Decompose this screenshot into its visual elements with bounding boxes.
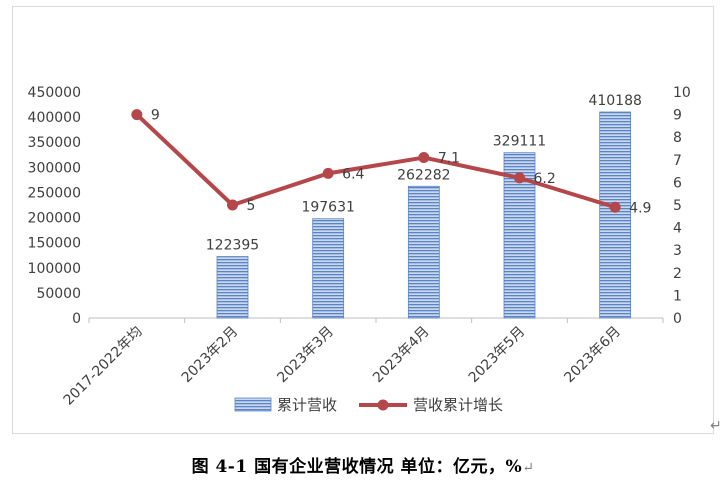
growth-point	[131, 109, 143, 121]
y-left-tick-label: 300000	[28, 160, 81, 176]
y-right-tick-label: 4	[673, 221, 682, 237]
line-data-label: 6.4	[342, 166, 364, 182]
growth-point	[418, 152, 430, 164]
y-left-tick-label: 100000	[28, 261, 81, 277]
line-data-label: 9	[151, 108, 160, 124]
growth-point	[609, 201, 621, 213]
x-category-label: 2023年3月	[274, 324, 337, 387]
bar	[312, 218, 345, 319]
bars-layer	[216, 111, 632, 319]
y-right-tick-label: 5	[673, 198, 682, 214]
chart-frame: 0 50000 100000 150000 200000 250000 300000 3500…	[12, 6, 714, 434]
y-right-tick-label: 9	[673, 108, 682, 124]
y-right-tick-label: 7	[673, 153, 682, 169]
line-data-label: 6.2	[534, 171, 556, 187]
y-right-tick-label: 6	[673, 175, 682, 191]
legend-line-label: 营收累计增长	[413, 396, 503, 414]
y-left-tick-label: 50000	[36, 286, 81, 302]
y-left-tick-label: 400000	[28, 110, 81, 126]
combo-chart: 0 50000 100000 150000 200000 250000 300000 3500…	[28, 85, 691, 414]
y-left-tick-label: 450000	[28, 85, 81, 101]
x-category-label: 2023年6月	[561, 324, 624, 387]
bar-data-label: 122395	[206, 238, 259, 254]
paragraph-mark: ↵	[710, 418, 722, 434]
growth-point	[322, 167, 334, 179]
growth-line	[135, 113, 616, 210]
legend-bar-label: 累计营收	[277, 396, 337, 414]
line-data-label: 5	[247, 198, 256, 214]
line-data-label: 7.1	[438, 151, 460, 167]
y-right-tick-label: 2	[673, 266, 682, 282]
line-data-label: 4.9	[629, 200, 651, 216]
bar-data-label: 197631	[301, 200, 354, 216]
y-left-tick-label: 200000	[28, 211, 81, 227]
bar-data-label: 262282	[397, 167, 450, 183]
bar	[407, 185, 440, 319]
y-right-tick-label: 0	[673, 311, 682, 327]
x-category-label: 2017-2022年均	[61, 324, 146, 409]
legend: 累计营收 营收累计增长	[234, 396, 503, 414]
caption-paragraph-mark: ↵	[522, 460, 535, 476]
y-right-tick-label: 8	[673, 130, 682, 146]
bar	[216, 256, 249, 319]
legend-bar-swatch	[234, 397, 272, 412]
bar-data-label: 410188	[588, 93, 641, 109]
caption-text: 图 4-1 国有企业营收情况 单位：亿元，%	[191, 457, 523, 477]
x-category-label: 2023年5月	[466, 324, 529, 387]
y-right-tick-label: 1	[673, 288, 682, 304]
figure-caption: 图 4-1 国有企业营收情况 单位：亿元，%↵	[0, 452, 726, 477]
y-left-tick-label: 0	[72, 311, 81, 327]
labels-layer: 122395 197631 262282 329111 410188 9 5 6.4 7.1 6.…	[151, 93, 652, 254]
growth-point	[514, 172, 525, 184]
bar-data-label: 329111	[493, 134, 546, 150]
y-left-tick-label: 350000	[28, 135, 81, 151]
line-layer	[131, 109, 621, 213]
x-category-label: 2023年2月	[179, 324, 242, 387]
growth-point	[227, 199, 238, 211]
y-left-tick-label: 150000	[28, 236, 81, 252]
y-right-tick-label: 3	[673, 243, 682, 259]
y-left-tick-label: 250000	[28, 185, 81, 201]
legend-line-marker	[377, 399, 389, 411]
axes-layer: 0 50000 100000 150000 200000 250000 300000 3500…	[28, 85, 691, 409]
y-right-tick-label: 10	[673, 85, 691, 101]
x-category-label: 2023年4月	[370, 324, 433, 387]
bar	[599, 111, 632, 319]
